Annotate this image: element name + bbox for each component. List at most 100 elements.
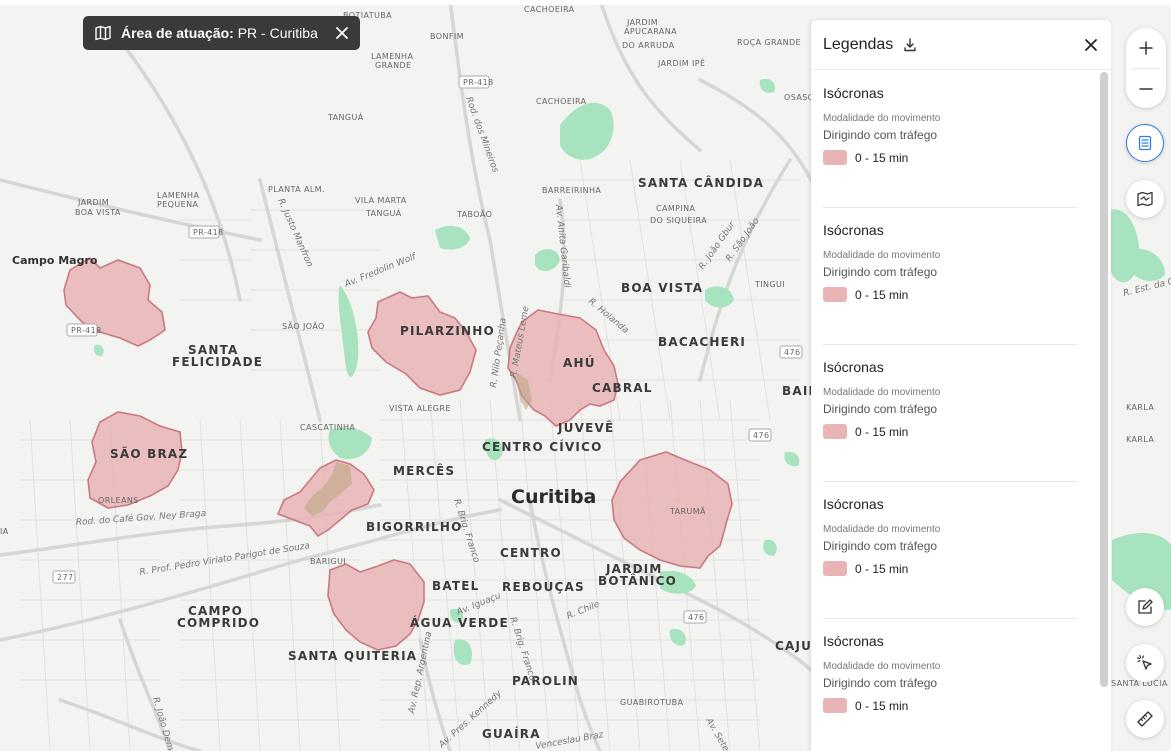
legend-item-range: 0 - 15 min [855,424,909,439]
svg-text:277: 277 [57,573,73,582]
legend-item: Isócronas Modalidade do movimento Dirigi… [823,208,1077,345]
svg-text:TABOÃO: TABOÃO [456,209,492,219]
svg-text:BONFIM: BONFIM [430,32,464,41]
svg-text:IA: IA [0,527,9,536]
plus-icon [1139,41,1153,55]
area-of-operation-chip[interactable]: Área de atuação: PR - Curitiba [83,16,360,50]
svg-text:BOTÂNICO: BOTÂNICO [598,573,677,588]
svg-text:476: 476 [688,613,704,622]
map-layers-button[interactable] [1126,180,1164,218]
legend-title: Legendas [823,35,894,53]
legend-item: Isócronas Modalidade do movimento Dirigi… [823,71,1077,208]
svg-text:GUAÍRA: GUAÍRA [482,726,541,741]
legend-item: Isócronas Modalidade do movimento Dirigi… [823,482,1077,619]
svg-text:JARDIM: JARDIM [626,18,658,27]
svg-text:TINGUI: TINGUI [754,280,785,289]
legend-item-mode: Dirigindo com tráfego [823,539,938,553]
legend-swatch [823,150,847,165]
legend-item-subtitle: Modalidade do movimento [823,113,941,124]
svg-text:FELICIDADE: FELICIDADE [172,355,263,369]
isochrone-ahu[interactable] [507,309,619,427]
select-button[interactable] [1126,644,1164,682]
legend-item-title: Isócronas [823,359,884,375]
legend-item-range: 0 - 15 min [855,561,909,576]
isochrone-sao-braz[interactable] [87,411,183,509]
map-layers-icon [1137,191,1153,207]
isochrone-taruma[interactable] [611,451,733,569]
svg-text:ROÇA GRANDE: ROÇA GRANDE [737,38,801,47]
list-icon [1138,135,1152,151]
svg-text:BARREIRINHA: BARREIRINHA [542,186,601,195]
svg-text:476: 476 [784,348,800,357]
close-icon[interactable] [335,24,348,42]
svg-text:APUCARANA: APUCARANA [624,27,677,36]
legend-swatch [823,424,847,439]
svg-text:BARIGUI: BARIGUI [310,557,346,566]
svg-text:CASCATINHA: CASCATINHA [300,423,355,432]
svg-text:BOTIATUBA: BOTIATUBA [343,11,392,20]
svg-text:JARDIM: JARDIM [77,198,109,207]
legend-item-title: Isócronas [823,633,884,649]
legend-item-mode: Dirigindo com tráfego [823,265,938,279]
svg-text:CACHOEIRA: CACHOEIRA [536,97,587,106]
draw-button[interactable] [1126,588,1164,626]
svg-text:SÃO BRAZ: SÃO BRAZ [110,446,188,461]
svg-text:PAROLIN: PAROLIN [512,674,579,688]
svg-text:MERCÊS: MERCÊS [393,463,455,478]
legend-panel: Legendas Isócronas Modalidade do movimen… [811,20,1111,751]
zoom-out-button[interactable] [1126,69,1166,109]
legend-item: Isócronas Modalidade do movimento Dirigi… [823,619,1077,751]
svg-text:BIGORRILHO: BIGORRILHO [366,520,463,534]
svg-text:BOA VISTA: BOA VISTA [75,208,121,217]
svg-text:PLANTA ALM.: PLANTA ALM. [268,185,325,194]
highway-shields: PR-418 PR-418 PR-418 476 476 476 277 [52,75,803,624]
legend-swatch [823,561,847,576]
legend-item-mode: Dirigindo com tráfego [823,128,938,142]
legend-toggle-button[interactable] [1126,124,1164,162]
svg-text:KARLA: KARLA [1126,403,1154,412]
parks [93,78,1171,665]
download-icon[interactable] [903,37,917,52]
svg-text:GUABIROTUBA: GUABIROTUBA [620,698,683,707]
svg-text:AHÚ: AHÚ [563,355,596,370]
legend-scrollbar[interactable] [1100,72,1108,687]
svg-text:JUVEVÊ: JUVEVÊ [557,420,614,435]
legend-item-subtitle: Modalidade do movimento [823,250,941,261]
svg-text:JARDIM: JARDIM [605,562,663,576]
svg-text:JARDIM IPÊ: JARDIM IPÊ [657,57,705,68]
isochrone-pilarzinho[interactable] [367,291,477,396]
svg-text:BATEL: BATEL [432,579,480,593]
close-icon[interactable] [1083,37,1099,53]
legend-item-range: 0 - 15 min [855,698,909,713]
svg-text:GRANDE: GRANDE [375,61,412,70]
svg-text:SANTA QUITERIA: SANTA QUITERIA [288,649,417,663]
isochrone-batel[interactable] [327,559,425,651]
svg-text:PR-418: PR-418 [463,78,494,87]
area-chip-label: Área de atuação: PR - Curitiba [121,25,318,41]
svg-text:CAMPINA: CAMPINA [656,204,696,213]
map-icon [95,25,111,41]
svg-text:PR-418: PR-418 [71,326,102,335]
svg-text:PR-418: PR-418 [193,228,224,237]
measure-button[interactable] [1126,700,1164,738]
minus-icon [1139,88,1153,90]
legend-item-title: Isócronas [823,496,884,512]
svg-text:COMPRIDO: COMPRIDO [177,616,260,630]
svg-text:PILARZINHO: PILARZINHO [400,324,495,338]
legend-item-title: Isócronas [823,85,884,101]
pencil-square-icon [1138,599,1153,614]
legend-swatch [823,698,847,713]
legend-list[interactable]: Isócronas Modalidade do movimento Dirigi… [811,71,1097,751]
svg-text:REBOUÇAS: REBOUÇAS [502,580,585,594]
svg-text:BACACHERI: BACACHERI [658,335,746,349]
svg-text:CENTRO: CENTRO [500,546,562,560]
cursor-click-icon [1136,654,1152,670]
svg-text:ÁGUA VERDE: ÁGUA VERDE [410,615,509,630]
svg-text:BOA VISTA: BOA VISTA [621,281,703,295]
legend-item: Isócronas Modalidade do movimento Dirigi… [823,345,1077,482]
city-label: Curitiba [511,486,596,508]
zoom-in-button[interactable] [1126,28,1166,68]
legend-header: Legendas [811,20,1111,70]
legend-item-subtitle: Modalidade do movimento [823,387,941,398]
legend-item-mode: Dirigindo com tráfego [823,402,938,416]
